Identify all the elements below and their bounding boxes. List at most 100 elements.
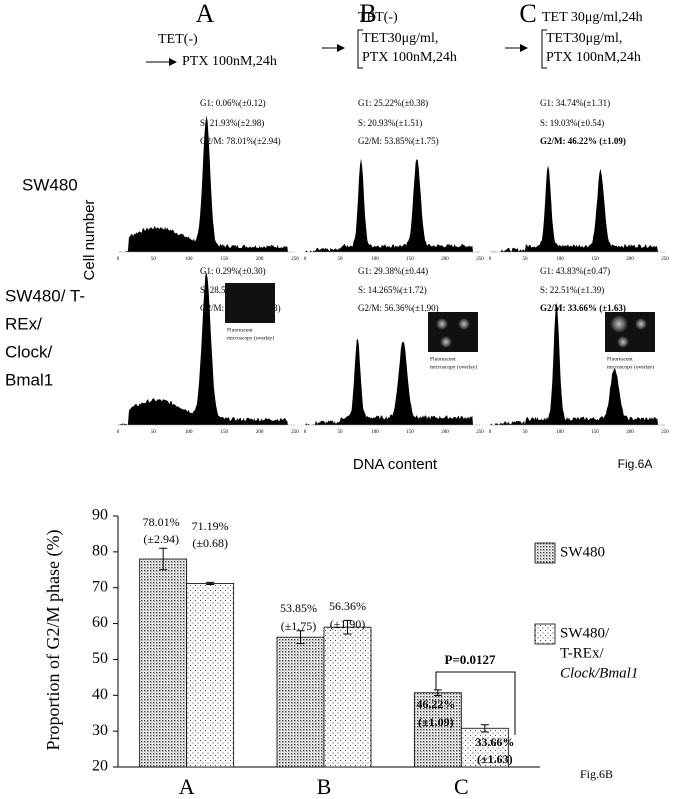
cell-cycle-stat: G2/M: 53.85%(±1.75): [358, 136, 439, 146]
condition: TET 30μg/ml,24h: [542, 10, 643, 25]
bar-annotation: 78.01%: [143, 515, 180, 529]
x-tick-label: 250: [661, 430, 669, 435]
inset-caption: microscopy (overlay): [607, 363, 654, 370]
cell-cycle-stat: G2/M: 33.66% (±1.63): [540, 303, 626, 313]
histogram: [490, 165, 658, 252]
bar-annotation: 53.85%: [280, 601, 317, 615]
y-tick-label: 90: [92, 507, 108, 524]
condition: TET30μg/ml,: [546, 31, 622, 46]
inset-caption: Fluorescent: [430, 356, 456, 362]
condition: TET(-): [358, 10, 398, 25]
x-tick-label: 250: [291, 430, 299, 435]
x-tick-label: 150: [591, 430, 599, 435]
cell-cycle-stat: G1: 29.38%(±0.44): [358, 266, 428, 276]
x-tick-label: 250: [291, 257, 299, 262]
inset-caption: Fluorescent: [227, 327, 253, 333]
x-tick-label: 150: [591, 257, 599, 262]
cell-cycle-stat: G1: 43.83%(±0.47): [540, 266, 610, 276]
x-tick-label: 250: [476, 257, 484, 262]
bar-annotation: (±1.63): [477, 752, 513, 766]
histogram: [305, 158, 473, 252]
y-tick-label: 50: [92, 650, 108, 667]
cell-cycle-stat: G1: 0.06%(±0.12): [200, 98, 266, 108]
x-axis-label: DNA content: [353, 456, 438, 473]
cell-glow: [617, 336, 629, 348]
x-tick-label: 250: [476, 430, 484, 435]
figure-label: Fig.6A: [618, 457, 653, 471]
cell-cycle-stat: S: 20.93%(±1.51): [358, 118, 422, 128]
x-tick-label: 0: [304, 430, 307, 435]
cell-cycle-stat: G1: 34.74%(±1.31): [540, 98, 610, 108]
x-tick-label: 150: [406, 430, 414, 435]
cell-cycle-stat: S: 22.51%(±1.39): [540, 285, 604, 295]
x-tick-label: 200: [626, 257, 634, 262]
brace: [357, 29, 363, 69]
inset-caption: Fluorescent: [607, 356, 633, 362]
bar-annotation: 56.36%: [329, 599, 366, 613]
x-tick-label: 100: [556, 430, 564, 435]
histogram: [118, 115, 288, 252]
legend-swatch: [534, 623, 556, 645]
y-tick-label: 60: [92, 614, 108, 631]
bar-annotation: (±1.90): [330, 617, 366, 631]
significance-bracket: [435, 671, 516, 735]
bar-annotation: (±1.09): [418, 715, 454, 729]
bar-annotation: 33.66%: [475, 735, 514, 749]
x-tick-label: C: [454, 774, 469, 799]
x-tick-label: 50: [338, 257, 344, 262]
bar: [413, 692, 462, 768]
microscopy-inset: [225, 283, 275, 323]
cell-glow: [635, 318, 647, 330]
histogram: [490, 302, 658, 425]
x-tick-label: 100: [185, 430, 193, 435]
x-tick-label: 0: [489, 257, 492, 262]
cell-glow: [458, 318, 470, 330]
x-tick-label: 50: [151, 257, 157, 262]
x-tick-label: 200: [626, 430, 634, 435]
y-tick-label: 40: [92, 686, 108, 703]
x-tick-label: 0: [304, 257, 307, 262]
bar: [139, 558, 188, 768]
y-axis-label: Cell number: [81, 200, 98, 281]
cell-glow: [436, 318, 448, 330]
y-axis-label: Proportion of G2/M phase (%): [43, 530, 64, 751]
cell-cycle-stat: G2/M: 46.22% (±1.09): [540, 136, 626, 146]
figure-label: Fig.6B: [580, 767, 613, 781]
x-tick-label: 100: [371, 257, 379, 262]
row-label: SW480: [22, 175, 78, 194]
cell-cycle-stat: G2/M: 56.36%(±1.90): [358, 303, 439, 313]
legend-label: T-REx/: [560, 645, 604, 661]
error-bar: [159, 547, 168, 571]
x-tick-label: 150: [220, 430, 228, 435]
row-label: Bmal1: [5, 370, 53, 389]
x-tick-label: A: [179, 774, 195, 799]
bar-annotation: 46.22%: [416, 697, 455, 711]
cell-cycle-stat: S: 19.03%(±0.54): [540, 118, 604, 128]
x-tick-label: 100: [556, 257, 564, 262]
bar: [460, 727, 509, 768]
y-tick-label: 80: [92, 543, 108, 560]
error-bar: [433, 689, 442, 697]
x-tick-label: B: [317, 774, 332, 799]
microscopy-inset: [428, 312, 478, 352]
inset-caption: microscopy (overlay): [227, 334, 274, 341]
legend-swatch: [534, 542, 556, 564]
x-tick-label: 0: [117, 430, 120, 435]
histogram: [305, 339, 473, 425]
column-letter: B: [359, 0, 376, 28]
y-tick-label: 70: [92, 578, 108, 595]
cell-cycle-stat: G1: 0.29%(±0.30): [200, 266, 266, 276]
x-tick-label: 200: [256, 430, 264, 435]
x-tick-label: 100: [185, 257, 193, 262]
x-tick-label: 50: [338, 430, 344, 435]
condition: PTX 100nM,24h: [546, 50, 641, 65]
bar-annotation: (±2.94): [143, 532, 179, 546]
x-tick-label: 200: [256, 257, 264, 262]
y-tick-label: 20: [92, 758, 108, 775]
p-value: P=0.0127: [444, 652, 496, 667]
bar-annotation: 71.19%: [192, 519, 229, 533]
error-bar: [296, 630, 305, 645]
x-tick-label: 50: [151, 430, 157, 435]
bar: [186, 583, 235, 768]
x-tick-label: 150: [220, 257, 228, 262]
